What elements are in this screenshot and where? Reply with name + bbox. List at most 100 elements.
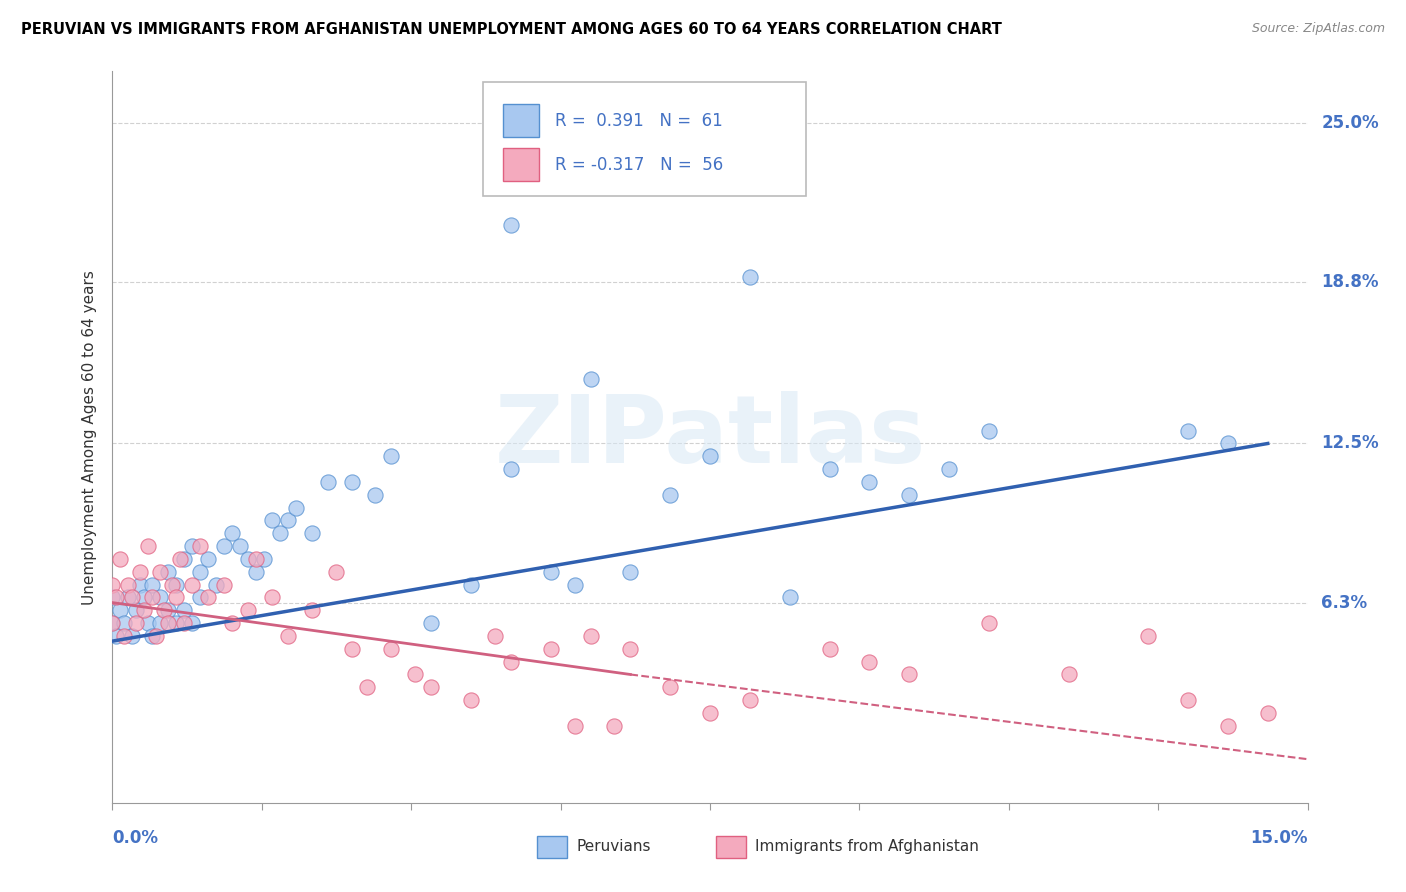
Point — [134, 603, 156, 617]
Point — [153, 603, 176, 617]
Point — [540, 565, 562, 579]
Point — [101, 616, 124, 631]
Point — [157, 616, 180, 631]
Point — [1216, 719, 1239, 733]
Point — [564, 577, 586, 591]
Point — [101, 591, 124, 605]
Point — [1216, 436, 1239, 450]
FancyBboxPatch shape — [484, 82, 806, 195]
Point — [858, 655, 880, 669]
Point — [117, 577, 139, 591]
Point — [121, 591, 143, 605]
Point — [236, 603, 259, 617]
Point — [129, 565, 152, 579]
Point — [114, 616, 135, 631]
Text: Source: ZipAtlas.com: Source: ZipAtlas.com — [1251, 22, 1385, 36]
Point — [110, 552, 132, 566]
Point — [499, 655, 522, 669]
Point — [173, 552, 195, 566]
Point — [779, 591, 801, 605]
Point — [105, 629, 128, 643]
Point — [579, 629, 602, 643]
Point — [277, 629, 299, 643]
Point — [188, 565, 211, 579]
Point — [157, 565, 180, 579]
Point — [165, 616, 187, 631]
Text: 15.0%: 15.0% — [1250, 829, 1308, 847]
Point — [221, 526, 243, 541]
Point — [499, 462, 522, 476]
Point — [105, 591, 128, 605]
Point — [1257, 706, 1279, 720]
Point — [114, 629, 135, 643]
Bar — [716, 836, 747, 858]
Point — [420, 616, 443, 631]
Text: R = -0.317   N =  56: R = -0.317 N = 56 — [554, 156, 723, 174]
Point — [181, 577, 204, 591]
Text: 0.0%: 0.0% — [112, 829, 159, 847]
Point — [738, 269, 761, 284]
Point — [858, 475, 880, 489]
Point — [540, 641, 562, 656]
Point — [356, 681, 378, 695]
Point — [977, 616, 1000, 631]
Point — [141, 577, 163, 591]
Point — [484, 629, 506, 643]
Point — [110, 603, 132, 617]
Point — [898, 667, 921, 681]
Point — [165, 577, 187, 591]
Point — [157, 603, 180, 617]
Point — [260, 514, 283, 528]
Bar — [503, 104, 538, 137]
Point — [181, 616, 204, 631]
Point — [325, 565, 347, 579]
Point — [659, 488, 682, 502]
Point — [205, 577, 228, 591]
Point — [145, 629, 167, 643]
Point — [738, 693, 761, 707]
Point — [149, 565, 172, 579]
Point — [380, 641, 402, 656]
Point — [269, 526, 291, 541]
Point — [659, 681, 682, 695]
Point — [460, 577, 482, 591]
Point — [173, 603, 195, 617]
Point — [499, 219, 522, 233]
Point — [134, 591, 156, 605]
Point — [316, 475, 339, 489]
Point — [138, 616, 160, 631]
Point — [699, 706, 721, 720]
Text: Immigrants from Afghanistan: Immigrants from Afghanistan — [755, 839, 980, 855]
Point — [165, 591, 187, 605]
Point — [1177, 693, 1199, 707]
Point — [101, 577, 124, 591]
Point — [236, 552, 259, 566]
Point — [1177, 424, 1199, 438]
Point — [101, 616, 124, 631]
Text: ZIPatlas: ZIPatlas — [495, 391, 925, 483]
Point — [340, 641, 363, 656]
Point — [404, 667, 426, 681]
Bar — [537, 836, 567, 858]
Point — [364, 488, 387, 502]
Point — [277, 514, 299, 528]
Point — [301, 603, 323, 617]
Point — [229, 539, 252, 553]
Point — [420, 681, 443, 695]
Point — [245, 565, 267, 579]
Point — [818, 641, 841, 656]
Point — [245, 552, 267, 566]
Point — [284, 500, 307, 515]
Point — [129, 577, 152, 591]
Point — [938, 462, 960, 476]
Point — [141, 591, 163, 605]
Point — [1137, 629, 1160, 643]
Point — [197, 552, 219, 566]
Point — [125, 603, 148, 617]
Text: 25.0%: 25.0% — [1322, 113, 1379, 132]
Point — [460, 693, 482, 707]
Point — [197, 591, 219, 605]
Point — [173, 616, 195, 631]
Point — [221, 616, 243, 631]
Point — [340, 475, 363, 489]
